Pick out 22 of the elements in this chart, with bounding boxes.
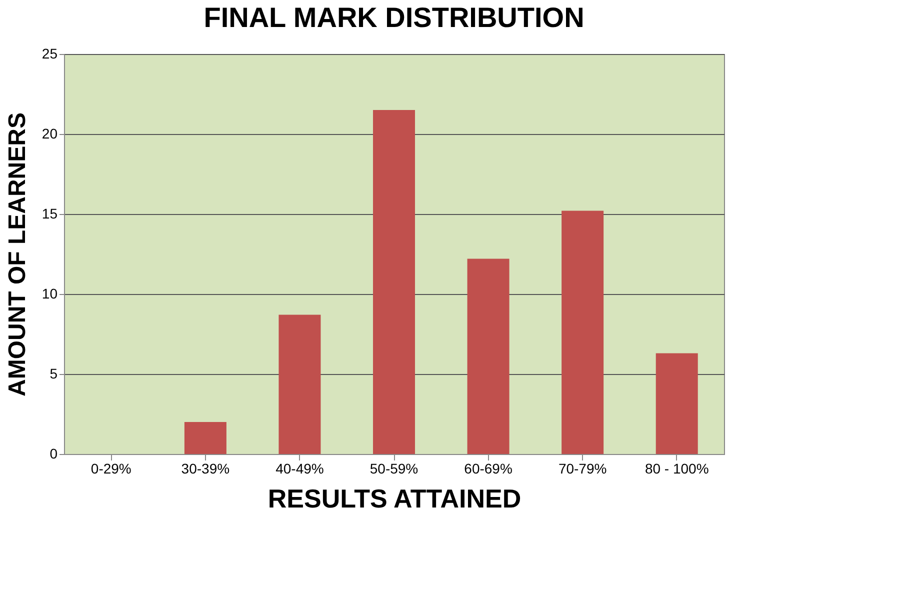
y-tick-label: 0: [50, 446, 58, 462]
x-tick-label: 60-69%: [464, 460, 512, 476]
x-tick-label: 0-29%: [90, 460, 132, 476]
bar: [184, 422, 226, 454]
bar: [656, 353, 698, 454]
x-axis-title: RESULTS ATTAINED: [268, 484, 522, 514]
y-tick-label: 10: [42, 286, 58, 302]
y-tick-label: 5: [50, 366, 58, 382]
bar: [562, 210, 604, 454]
y-tick-label: 25: [42, 46, 58, 62]
x-tick-label: 80 - 100%: [644, 460, 709, 476]
bar: [467, 258, 510, 454]
x-tick-label: 30-39%: [181, 460, 230, 476]
x-tick-label: 40-49%: [276, 460, 324, 476]
y-tick-label: 20: [42, 126, 58, 142]
y-axis-title: AMOUNT OF LEARNERS: [4, 112, 31, 396]
x-tick-label: 70-79%: [558, 460, 607, 476]
y-tick-label: 15: [42, 206, 58, 222]
bar: [373, 110, 415, 454]
x-tick-label: 50-59%: [370, 460, 418, 476]
chart-title: FINAL MARK DISTRIBUTION: [204, 2, 584, 33]
bar: [278, 314, 321, 454]
